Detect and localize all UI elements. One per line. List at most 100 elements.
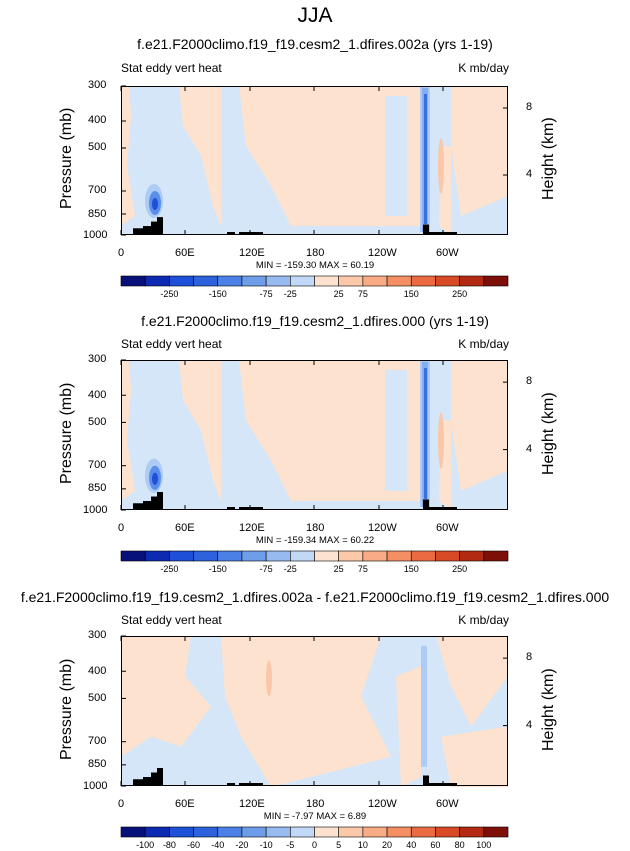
panel-1-ytick: 700 [88, 184, 107, 196]
topography-bar [151, 496, 157, 510]
panel-3-units: K mb/day [458, 613, 509, 627]
panel-2-xtick: 180 [306, 522, 325, 534]
colorbar-box [314, 275, 339, 287]
colorbar-box [386, 826, 412, 838]
panel-3-xtick: 120W [368, 798, 397, 810]
panel-3-xtick: 120E [239, 798, 265, 810]
topography-bar [239, 783, 263, 786]
panel-3-ytick: 850 [88, 758, 107, 770]
panel-3-title: f.e21.F2000climo.f19_f19.cesm2_1.dfires.… [20, 589, 610, 605]
topography-bar [143, 226, 151, 235]
warm-region [396, 666, 421, 788]
panel-3-ylabel-right: Height (km) [540, 668, 557, 751]
panel-3-ytick: 300 [88, 629, 107, 641]
topography-bar [239, 507, 263, 510]
colorbar-label: 40 [406, 840, 417, 850]
warm-region [451, 360, 508, 491]
warm-region [221, 636, 391, 788]
colorbar-label: -40 [211, 840, 225, 850]
panel-3-min-max: MIN = -7.97 MAX = 6.89 [263, 811, 367, 822]
colorbar-box [193, 275, 219, 287]
warm-region [451, 86, 508, 216]
colorbar-box [483, 275, 509, 287]
colorbar-box [144, 826, 170, 838]
colorbar-box [169, 275, 194, 287]
colorbar-box [362, 275, 388, 287]
colorbar-label: -5 [286, 840, 295, 850]
colorbar-box [459, 826, 485, 838]
colorbar-label: 25 [333, 564, 344, 574]
panel-2-min-max: MIN = -159.34 MAX = 60.22 [255, 535, 375, 546]
colorbar-box [290, 826, 315, 838]
panel-1-left-label: Stat eddy vert heat [121, 61, 222, 75]
positive-cell [266, 660, 272, 697]
panel-2-units: K mb/day [458, 337, 509, 351]
colorbar-label: 75 [357, 289, 368, 299]
colorbar-box [290, 550, 315, 562]
colorbar-box [241, 550, 267, 562]
panel-1-xtick: 0 [118, 247, 125, 259]
panel-3-ytick-right: 4 [526, 719, 533, 731]
panel-1-ytick: 500 [88, 141, 107, 153]
colorbar-box [435, 275, 460, 287]
panel-3-plot [120, 635, 508, 788]
topography-bar [143, 777, 151, 786]
colorbar-label: 60 [430, 840, 441, 850]
panel-2-left-label: Stat eddy vert heat [121, 337, 222, 351]
panel-2-ytick: 850 [88, 482, 107, 494]
colorbar-box [241, 826, 267, 838]
colorbar-label: -250 [160, 564, 179, 574]
panel-2-ytick-right: 8 [526, 375, 533, 387]
panel-3-colorbar [120, 826, 509, 838]
negative-cell [152, 472, 158, 485]
topography-bar [151, 772, 157, 786]
colorbar-box [265, 550, 291, 562]
topography-bar [157, 768, 163, 786]
colorbar-label: -75 [259, 564, 273, 574]
panel-3-ytick: 400 [88, 665, 107, 677]
colorbar-box [120, 550, 146, 562]
positive-cell [438, 412, 444, 469]
negative-band [424, 368, 427, 499]
panel-3-xtick: 60W [436, 798, 459, 810]
colorbar-box [120, 275, 146, 287]
colorbar-box [386, 550, 412, 562]
topography-bar [227, 507, 235, 510]
colorbar-box [241, 275, 267, 287]
colorbar-label: 25 [333, 289, 344, 299]
colorbar-box [144, 550, 170, 562]
colorbar-label: -150 [208, 564, 227, 574]
panel-1-title: f.e21.F2000climo.f19_f19.cesm2_1.dfires.… [137, 36, 493, 52]
topography-bar [239, 232, 263, 235]
colorbar-box [290, 275, 315, 287]
negative-cell [152, 198, 158, 210]
colorbar-label: -20 [235, 840, 249, 850]
colorbar-box [338, 826, 364, 838]
colorbar-label: -60 [187, 840, 201, 850]
topography-bar [227, 232, 235, 235]
colorbar-box [483, 826, 509, 838]
colorbar-box [144, 275, 170, 287]
topography-bar [423, 775, 429, 786]
panel-2-ylabel: Pressure (mb) [58, 382, 75, 484]
panel-1-plot [120, 85, 508, 236]
colorbar-box [314, 550, 339, 562]
cool-strip [385, 96, 407, 216]
panel-1-ytick: 850 [88, 208, 107, 220]
colorbar-label: -10 [259, 840, 273, 850]
warm-region [239, 86, 421, 226]
topography-bar [423, 224, 429, 235]
cool-strip [221, 360, 235, 510]
colorbar-box [410, 550, 436, 562]
panel-1-min-max: MIN = -159.30 MAX = 60.19 [255, 260, 375, 271]
panel-1-xtick: 180 [306, 247, 325, 259]
cool-strip [221, 86, 235, 235]
panel-3-ytick-right: 8 [526, 651, 533, 663]
topography-bar [133, 779, 143, 786]
colorbar-label: -25 [283, 564, 297, 574]
panel-3-xtick: 60E [175, 798, 195, 810]
colorbar-label: 150 [403, 564, 419, 574]
colorbar-box [410, 826, 436, 838]
panel-2-ytick: 700 [88, 459, 107, 471]
figure-title: JJA [297, 4, 333, 27]
